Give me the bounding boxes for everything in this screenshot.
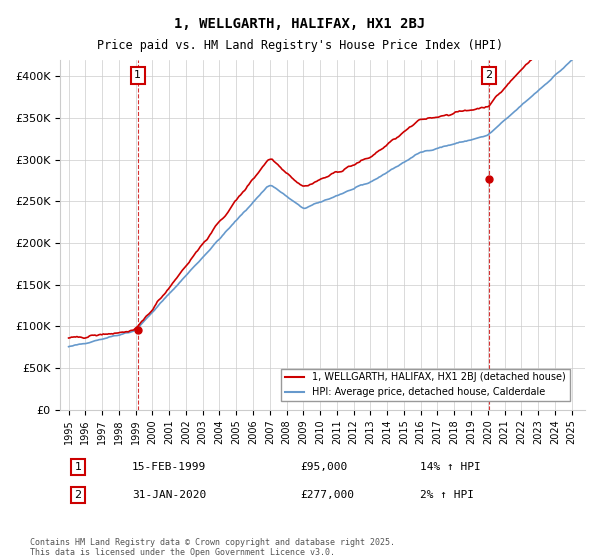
Text: £95,000: £95,000 (300, 462, 347, 472)
Text: 1: 1 (134, 71, 141, 80)
Text: 14% ↑ HPI: 14% ↑ HPI (420, 462, 481, 472)
Text: 2% ↑ HPI: 2% ↑ HPI (420, 490, 474, 500)
Text: Contains HM Land Registry data © Crown copyright and database right 2025.
This d: Contains HM Land Registry data © Crown c… (30, 538, 395, 557)
Text: 15-FEB-1999: 15-FEB-1999 (132, 462, 206, 472)
Text: 31-JAN-2020: 31-JAN-2020 (132, 490, 206, 500)
Text: 1: 1 (74, 462, 82, 472)
Text: 2: 2 (485, 71, 493, 80)
Text: 1, WELLGARTH, HALIFAX, HX1 2BJ: 1, WELLGARTH, HALIFAX, HX1 2BJ (175, 17, 425, 31)
Text: 2: 2 (74, 490, 82, 500)
Text: £277,000: £277,000 (300, 490, 354, 500)
Legend: 1, WELLGARTH, HALIFAX, HX1 2BJ (detached house), HPI: Average price, detached ho: 1, WELLGARTH, HALIFAX, HX1 2BJ (detached… (281, 368, 569, 402)
Text: Price paid vs. HM Land Registry's House Price Index (HPI): Price paid vs. HM Land Registry's House … (97, 39, 503, 52)
